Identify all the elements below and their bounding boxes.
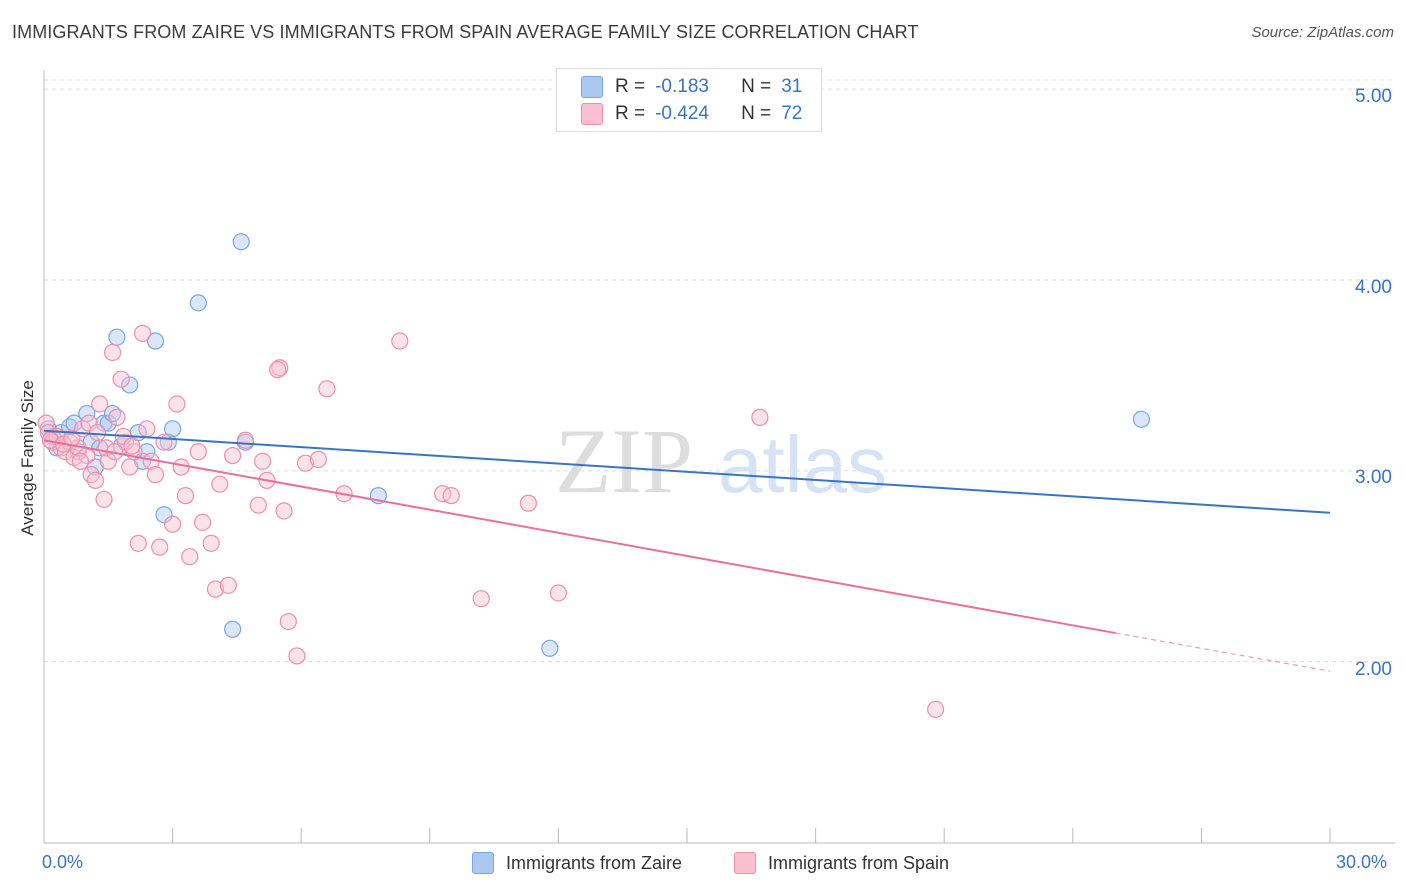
- legend-r-label: R =: [615, 76, 646, 97]
- y-tick-label: 2.00: [1355, 659, 1392, 680]
- spain-point: [194, 513, 212, 531]
- spain-point: [172, 458, 190, 476]
- grid-layer: [44, 79, 1395, 663]
- series-swatch-zaire: [472, 852, 494, 874]
- series-swatch-spain: [734, 852, 756, 874]
- spain-point: [269, 361, 287, 379]
- spain-point: [164, 515, 182, 533]
- spain-point: [211, 475, 229, 493]
- legend-r-value: -0.183: [655, 76, 709, 97]
- legend-n-value: 31: [781, 76, 803, 97]
- y-tick-label: 3.00: [1355, 467, 1392, 488]
- spain-point: [129, 534, 147, 552]
- series-legend: Immigrants from Zaire Immigrants from Sp…: [0, 852, 1406, 878]
- spain-point: [519, 494, 537, 512]
- source-label: Source: ZipAtlas.com: [1251, 24, 1394, 41]
- legend-row-spain: R = -0.424 N = 72: [581, 102, 802, 126]
- zaire-point: [1132, 410, 1150, 428]
- series-legend-zaire[interactable]: Immigrants from Zaire: [472, 852, 682, 874]
- spain-point: [472, 590, 490, 608]
- spain-point: [168, 395, 186, 413]
- spain-point: [138, 420, 156, 438]
- spain-point: [224, 446, 242, 465]
- spain-point: [121, 458, 139, 476]
- chart-title: IMMIGRANTS FROM ZAIRE VS IMMIGRANTS FROM…: [12, 22, 919, 42]
- spain-point: [181, 548, 199, 566]
- zaire-point: [189, 294, 207, 312]
- spain-point: [751, 408, 769, 426]
- legend-n-value: 72: [781, 103, 803, 124]
- watermark-atlas: atlas: [718, 420, 887, 509]
- zaire-point: [541, 639, 559, 657]
- spain-point: [151, 538, 169, 556]
- legend-n-label: N =: [741, 103, 772, 124]
- zaire-point: [146, 332, 165, 350]
- spain-point: [155, 433, 173, 451]
- spain-point: [95, 490, 113, 509]
- spain-point: [91, 395, 109, 413]
- legend-swatch-spain: [581, 103, 603, 125]
- x-tick-label: 0.0%: [42, 852, 84, 872]
- spain-point: [275, 502, 293, 520]
- spain-point: [219, 576, 237, 594]
- y-axis-label: Average Family Size: [18, 380, 37, 536]
- zaire-point: [99, 414, 117, 432]
- spain-point: [318, 380, 336, 398]
- series-legend-spain[interactable]: Immigrants from Spain: [734, 852, 949, 874]
- spain-point: [927, 700, 945, 718]
- spain-point: [309, 450, 327, 468]
- legend-r-label: R =: [615, 103, 646, 124]
- spain-point: [189, 443, 207, 461]
- axis-layer: [43, 70, 1395, 844]
- spain-point: [71, 452, 90, 470]
- spain-trend-extension: [1115, 632, 1331, 672]
- spain-point: [80, 414, 98, 432]
- spain-point: [63, 429, 81, 447]
- zaire-point: [108, 328, 126, 346]
- spain-point: [206, 580, 225, 598]
- zaire-point: [155, 506, 173, 524]
- spain-point: [103, 343, 122, 362]
- series-label-spain: Immigrants from Spain: [768, 852, 950, 873]
- y-tick-label: 4.00: [1355, 277, 1392, 298]
- spain-point: [133, 324, 152, 342]
- spain-point: [288, 647, 306, 665]
- spain-point: [442, 487, 460, 505]
- spain-point: [236, 431, 255, 449]
- spain-point: [549, 584, 568, 602]
- spain-point: [86, 471, 105, 489]
- spain-point: [254, 452, 272, 470]
- zaire-point: [224, 620, 242, 638]
- zaire-point: [232, 233, 250, 251]
- x-tick-label: 30.0%: [1336, 852, 1388, 872]
- spain-point: [202, 534, 220, 552]
- spain-point: [176, 487, 195, 505]
- series-label-zaire: Immigrants from Zaire: [506, 852, 683, 873]
- spain-point: [146, 466, 165, 484]
- spain-point: [279, 612, 297, 631]
- zaire-trend-line: [43, 429, 1331, 514]
- legend-swatch-zaire: [581, 76, 603, 98]
- spain-point: [112, 370, 130, 388]
- spain-point: [391, 332, 409, 350]
- watermark-zip: ZIP: [555, 410, 693, 512]
- spain-point: [249, 496, 267, 514]
- legend-n-label: N =: [741, 76, 772, 97]
- legend-r-value: -0.424: [655, 103, 709, 124]
- spain-point: [108, 408, 126, 426]
- spain-point: [99, 452, 117, 470]
- spain-point: [88, 424, 107, 442]
- correlation-legend: R = -0.183 N = 31 R = -0.424 N = 72: [556, 68, 822, 132]
- trend-layer: [43, 429, 1331, 672]
- spain-trend-line: [43, 439, 1116, 635]
- spain-point: [296, 454, 315, 472]
- zaire-point: [164, 420, 182, 438]
- legend-row-zaire: R = -0.183 N = 31: [581, 75, 802, 99]
- zaire-point: [121, 376, 139, 394]
- spain-point: [41, 431, 60, 449]
- spain-point: [123, 437, 141, 455]
- y-tick-label: 5.00: [1355, 86, 1392, 107]
